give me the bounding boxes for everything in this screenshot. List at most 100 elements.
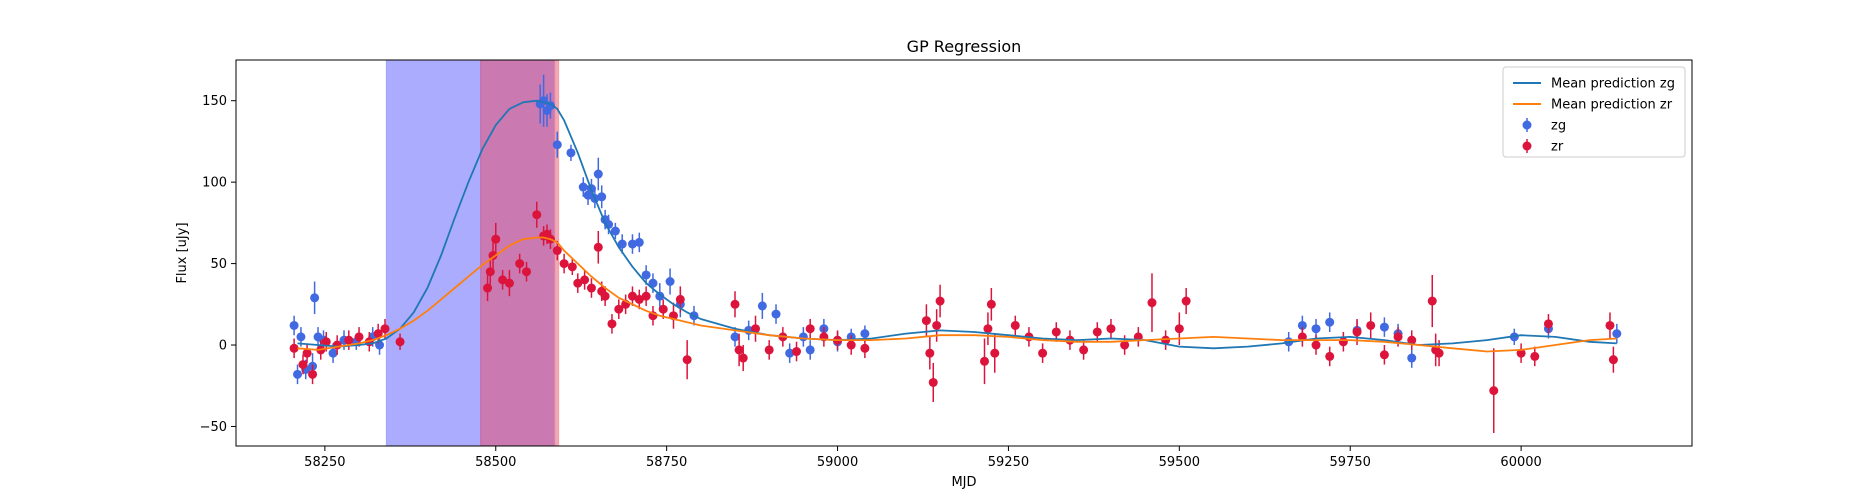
y-axis: −50 0 50 100 150	[200, 94, 236, 435]
zr-point	[580, 275, 590, 285]
zg-point	[730, 332, 740, 342]
zg-point	[860, 329, 870, 339]
zr-point	[641, 291, 651, 301]
zr-point	[1393, 332, 1403, 342]
legend-entry: zr	[1522, 139, 1564, 155]
zr-point	[1530, 351, 1540, 361]
zg-point	[665, 277, 675, 287]
zr-point	[983, 324, 993, 334]
zr-point	[1147, 298, 1157, 308]
zr-point	[1407, 335, 1417, 345]
zr-point	[1516, 348, 1526, 358]
zr-point	[764, 345, 774, 355]
zg-point	[310, 293, 320, 303]
zr-point	[928, 377, 938, 387]
zr-point	[738, 353, 748, 363]
zr-point	[634, 294, 644, 304]
zr-point	[302, 348, 312, 358]
zr-point	[373, 329, 383, 339]
zr-point	[1161, 335, 1171, 345]
legend-box	[1502, 66, 1686, 158]
zr-point	[1434, 348, 1444, 358]
zr-point	[935, 296, 945, 306]
zr-point	[932, 320, 942, 330]
zg-point	[552, 140, 562, 150]
zr-point	[586, 283, 596, 293]
zg-point	[617, 239, 627, 249]
y-tick-label: 150	[202, 94, 227, 109]
zg-point	[289, 320, 299, 330]
zr-point	[1366, 320, 1376, 330]
zr-point	[1379, 350, 1389, 360]
zr-point	[1325, 351, 1335, 361]
zr-point	[1489, 386, 1499, 396]
zr-point	[1120, 340, 1130, 350]
zr-point	[522, 267, 532, 277]
zr-point	[344, 335, 354, 345]
legend-label: zr	[1551, 140, 1564, 155]
y-axis-label: Flux [uJy]	[175, 222, 190, 283]
zr-point	[380, 324, 390, 334]
zr-point	[607, 319, 617, 329]
zr-point	[289, 343, 299, 353]
legend-label: Mean prediction zg	[1551, 77, 1675, 92]
zr-point	[1010, 320, 1020, 330]
zr-point	[1543, 319, 1553, 329]
zr-point	[792, 347, 802, 357]
zg-point	[1311, 324, 1321, 334]
zr-point	[1352, 327, 1362, 337]
zg-point	[1407, 353, 1417, 363]
zr-point	[395, 337, 405, 347]
zr-point	[498, 275, 508, 285]
zr-point	[658, 304, 668, 314]
legend-label: Mean prediction zr	[1551, 98, 1673, 113]
zr-point	[485, 267, 495, 277]
zr-point	[504, 278, 514, 288]
zg-point	[655, 291, 665, 301]
zr-point	[1608, 355, 1618, 365]
y-tick-label: 50	[210, 257, 227, 272]
zr-point	[515, 259, 525, 269]
zg-point	[757, 301, 767, 311]
zr-point	[1605, 320, 1615, 330]
shaded-regions	[385, 60, 560, 446]
zg-point	[1325, 317, 1335, 327]
zr-point	[483, 283, 493, 293]
zr-point	[846, 340, 856, 350]
zr-point	[552, 246, 562, 256]
x-tick-label: 58250	[304, 455, 345, 470]
zr-point	[925, 348, 935, 358]
zr-point	[1338, 337, 1348, 347]
zr-point	[734, 345, 744, 355]
legend: Mean prediction zg Mean prediction zr zg zr	[1502, 66, 1686, 158]
plot-frame	[235, 59, 1693, 447]
zg-point	[593, 169, 603, 179]
zr-point	[614, 304, 624, 314]
zr-point	[573, 278, 583, 288]
zr-point	[986, 299, 996, 309]
zr-point	[600, 291, 610, 301]
zr-point	[491, 234, 501, 244]
legend-point-swatch	[1522, 141, 1532, 151]
y-tick-label: −50	[200, 420, 227, 435]
legend-entry: zg	[1522, 118, 1566, 134]
zg-point	[566, 148, 576, 158]
zr-point	[1106, 324, 1116, 334]
zg-point	[785, 348, 795, 358]
zg-point	[1612, 329, 1622, 339]
x-axis: 58250 58500 58750 59000 59250 59500 59750 60000	[304, 446, 1542, 470]
shaded-region-1	[385, 60, 482, 446]
zg-point	[328, 348, 338, 358]
series-layer	[289, 74, 1622, 433]
zr-point	[488, 250, 498, 260]
chart-title: GP Regression	[907, 37, 1022, 56]
zr-point	[675, 294, 685, 304]
x-axis-label: MJD	[951, 475, 976, 490]
zg-point	[296, 332, 306, 342]
zr-point	[1174, 324, 1184, 334]
zg-point	[597, 192, 607, 202]
x-tick-label: 59000	[817, 455, 858, 470]
zg-point	[293, 369, 303, 379]
zr-point	[990, 348, 1000, 358]
